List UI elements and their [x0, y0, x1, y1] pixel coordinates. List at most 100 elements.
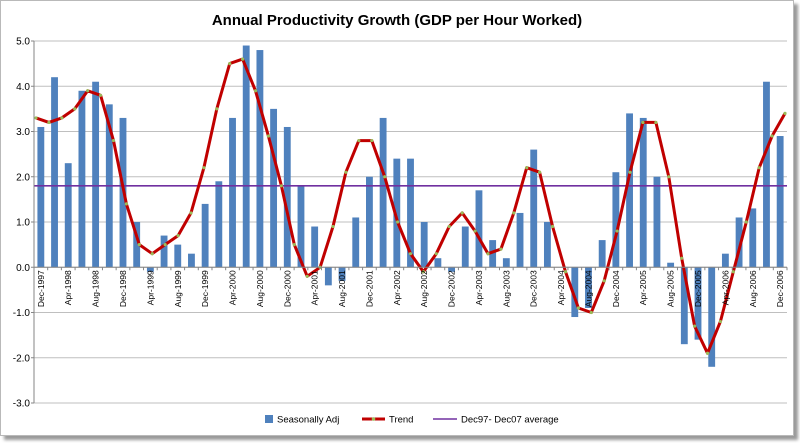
- y-tick-label: 3.0: [16, 127, 30, 138]
- bar: [489, 240, 497, 268]
- bar: [215, 181, 223, 268]
- trend-marker: [576, 306, 580, 310]
- trend-marker: [47, 120, 51, 125]
- trend-marker: [602, 279, 606, 283]
- trend-series: [34, 57, 787, 355]
- x-tick-label: Aug-2000: [255, 270, 265, 307]
- bar: [146, 267, 154, 272]
- trend-marker: [395, 220, 400, 224]
- trend-marker: [266, 134, 271, 138]
- trend-marker: [654, 120, 658, 125]
- trend-marker: [279, 184, 283, 188]
- bar: [242, 45, 250, 268]
- bar: [639, 117, 647, 268]
- x-tick-label: Aug-2001: [337, 270, 347, 307]
- trend-marker: [693, 324, 697, 328]
- legend-label-average: Dec97- Dec07 average: [461, 415, 559, 426]
- x-tick-label: Apr-2005: [638, 270, 648, 305]
- x-tick-label: Dec-2003: [529, 270, 539, 307]
- bar: [420, 222, 428, 268]
- bar: [763, 81, 770, 268]
- trend-marker: [705, 351, 710, 355]
- y-tick-label: 5.0: [16, 37, 30, 48]
- bar: [721, 253, 729, 268]
- x-tick-label: Aug-1998: [91, 270, 101, 307]
- bar: [612, 172, 620, 268]
- trend-marker: [421, 270, 426, 274]
- bar: [749, 208, 757, 268]
- trend-marker: [253, 89, 258, 93]
- trend-marker: [383, 175, 387, 179]
- trend-marker: [589, 310, 593, 315]
- trend-marker: [499, 247, 503, 251]
- trend-marker: [667, 175, 671, 179]
- trend-marker: [86, 89, 90, 93]
- bar: [585, 267, 592, 308]
- legend-swatch-bar: [265, 415, 273, 423]
- bar: [64, 163, 72, 268]
- bar: [461, 226, 469, 268]
- legend-label-bar: Seasonally Adj: [277, 415, 339, 426]
- trend-marker: [447, 224, 451, 229]
- trend-marker: [176, 233, 180, 238]
- x-tick-label: Aug-2003: [501, 270, 511, 307]
- trend-marker: [550, 224, 555, 229]
- trend-marker: [241, 57, 245, 61]
- bar: [530, 149, 538, 268]
- trend-marker: [215, 107, 219, 111]
- x-tick-label: Dec-1998: [118, 270, 128, 307]
- chart-title: Annual Productivity Growth (GDP per Hour…: [212, 12, 582, 29]
- trend-marker: [744, 220, 748, 224]
- trend-marker: [525, 166, 529, 170]
- x-tick-label: Apr-2004: [556, 270, 566, 305]
- bar: [516, 212, 524, 268]
- x-tick-label: Apr-2006: [720, 270, 730, 305]
- trend-marker: [111, 138, 116, 143]
- trend-marker: [512, 211, 516, 215]
- bar: [434, 258, 442, 268]
- bar: [708, 267, 716, 367]
- trend-marker: [357, 138, 361, 143]
- x-tick-label: Dec-1997: [36, 270, 46, 307]
- y-tick-label: -2.0: [13, 353, 31, 364]
- bar: [78, 90, 86, 268]
- y-tick-label: 4.0: [16, 82, 30, 93]
- trend-marker: [60, 116, 64, 120]
- bar: [92, 81, 100, 268]
- x-tick-label: Dec-2005: [693, 270, 703, 307]
- trend-marker: [460, 211, 464, 215]
- bar: [598, 240, 606, 268]
- x-tick-label: Apr-2000: [227, 270, 237, 305]
- y-tick-label: -1.0: [13, 308, 31, 319]
- bar: [379, 117, 387, 268]
- trend-marker: [434, 252, 438, 256]
- x-tick-label: Dec-2004: [611, 270, 621, 307]
- trend-marker: [628, 170, 632, 174]
- trend-marker: [124, 202, 128, 206]
- bar: [37, 126, 45, 268]
- trend-marker: [228, 62, 232, 66]
- x-tick-label: Apr-2001: [310, 270, 320, 305]
- trend-marker: [163, 243, 167, 247]
- bar: [502, 258, 510, 268]
- trend-marker: [563, 270, 568, 274]
- bar: [297, 185, 305, 268]
- bar: [366, 176, 373, 268]
- bar: [324, 267, 332, 286]
- x-tick-label: Aug-1999: [173, 270, 183, 307]
- axes: [31, 40, 788, 404]
- y-tick-label: 1.0: [16, 218, 30, 229]
- bar: [735, 217, 743, 268]
- bar: [133, 222, 141, 268]
- bar: [393, 158, 401, 268]
- trend-marker: [615, 229, 619, 233]
- bar: [338, 267, 346, 281]
- bar: [667, 262, 675, 268]
- y-axis-ticks: 5.0 4.0 3.0 2.0 1.0 0.0 -1.0 -2.0 -3.0: [13, 37, 31, 410]
- x-tick-label: Dec-2001: [364, 270, 374, 307]
- bar: [201, 203, 209, 268]
- bar: [680, 267, 688, 345]
- bar: [188, 253, 195, 268]
- y-tick-label: 0.0: [16, 263, 30, 274]
- bar: [174, 244, 182, 268]
